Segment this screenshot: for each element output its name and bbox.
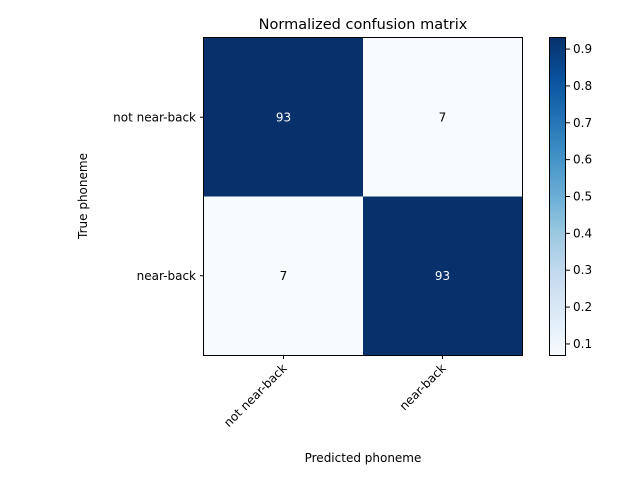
cell-value-label: 7 [280,269,288,283]
colorbar-tick-label: 0.5 [573,190,592,204]
y-tick-label: not near-back [113,110,196,124]
heatmap-cell [363,38,523,197]
chart-title: Normalized confusion matrix [259,17,468,33]
cell-value-label: 93 [435,269,450,283]
cell-value-label: 93 [276,110,291,124]
heatmap-cell [204,196,364,356]
cell-value-label: 7 [439,110,447,124]
y-axis-ticks: not near-back near-back [113,110,204,283]
x-axis-ticks: not near-back near-back [221,355,449,430]
colorbar-tick-label: 0.4 [573,226,592,240]
colorbar-tick-label: 0.8 [573,79,592,93]
colorbar-tick-label: 0.3 [573,263,592,277]
colorbar-tick-label: 0.1 [573,337,592,351]
colorbar-tick-label: 0.7 [573,116,592,130]
colorbar-tick-label: 0.6 [573,153,592,167]
colorbar [549,37,566,356]
heatmap-cell [363,196,523,356]
heatmap-cell [204,38,364,197]
plot-frame [203,37,523,356]
x-tick-label: not near-back [221,361,289,429]
y-tick-label: near-back [137,269,196,283]
heatmap-cells: 93 7 7 93 [204,38,523,356]
x-axis-label: Predicted phoneme [305,451,422,465]
x-tick-label: near-back [397,361,449,413]
y-axis-label: True phoneme [76,153,90,240]
colorbar-ticks: 0.1 0.2 0.3 0.4 0.5 0.6 0.7 0.8 0.9 [566,42,592,351]
colorbar-tick-label: 0.2 [573,300,592,314]
colorbar-tick-label: 0.9 [573,42,592,56]
